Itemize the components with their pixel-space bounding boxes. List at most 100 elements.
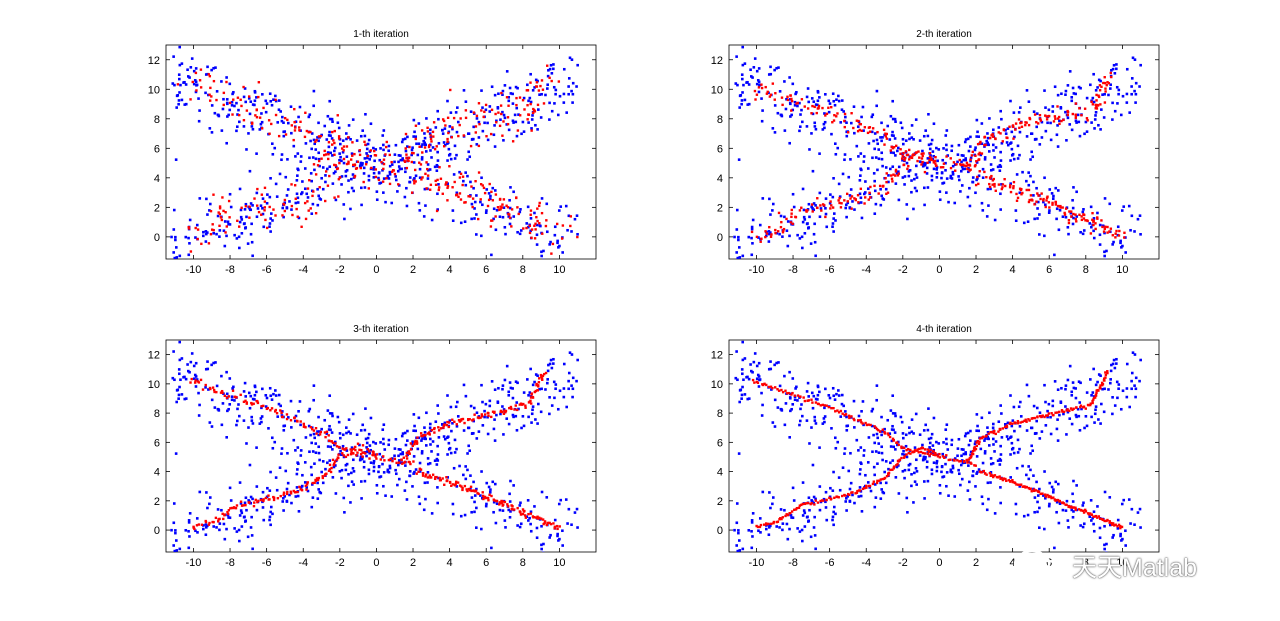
curve-point (342, 145, 346, 148)
data-point (382, 129, 386, 132)
data-point (266, 486, 269, 490)
curve-point (1080, 218, 1084, 222)
data-point (437, 117, 440, 121)
data-point (1077, 120, 1081, 124)
data-point (349, 432, 352, 435)
data-point (429, 149, 432, 152)
curve-point (402, 456, 406, 459)
data-point (556, 241, 559, 245)
data-point (786, 537, 790, 541)
curve-point (1117, 234, 1121, 237)
data-point (780, 114, 784, 118)
data-point (924, 455, 927, 459)
curve-point (307, 131, 310, 134)
curve-point (535, 382, 538, 386)
data-point (226, 102, 229, 106)
data-point (262, 225, 266, 229)
curve-point (1027, 200, 1031, 204)
curve-point (536, 388, 539, 392)
data-point (481, 106, 484, 109)
data-point (228, 486, 232, 490)
data-point (416, 447, 420, 451)
curve-point (483, 191, 487, 195)
data-point (361, 423, 365, 427)
data-point (556, 407, 560, 411)
curve-point (420, 129, 424, 132)
curve-point (915, 151, 918, 154)
curve-point (817, 104, 821, 108)
data-point (870, 130, 874, 134)
data-point (1032, 110, 1036, 114)
data-point (835, 392, 838, 396)
curve-point (806, 107, 810, 110)
data-point (897, 464, 900, 467)
curve-point (513, 408, 516, 411)
data-point (571, 81, 575, 85)
data-point (363, 134, 367, 138)
data-point (446, 142, 449, 145)
data-point (927, 407, 930, 410)
data-point (1009, 453, 1012, 456)
data-point (382, 148, 385, 152)
curve-point (426, 174, 430, 177)
data-point (527, 99, 530, 103)
data-point (875, 104, 878, 108)
data-point (935, 465, 939, 469)
data-point (1092, 522, 1095, 526)
subplot-title: 2-th iteration (916, 29, 972, 40)
data-point (204, 91, 207, 95)
data-point (791, 516, 795, 520)
curve-point (489, 225, 493, 228)
data-point (313, 168, 316, 172)
curve-point (966, 164, 969, 167)
x-tick-label: 6 (1046, 264, 1052, 276)
curve-point (794, 508, 798, 511)
data-point (359, 162, 363, 166)
data-point (1046, 415, 1049, 419)
x-tick-label: -2 (335, 264, 345, 276)
data-point (1066, 378, 1070, 382)
data-point (875, 138, 879, 142)
curve-point (536, 219, 539, 223)
x-tick-label: 4 (1010, 557, 1016, 569)
data-point (775, 66, 778, 70)
curve-point (1056, 117, 1060, 120)
curve-point (869, 196, 872, 199)
data-point (858, 192, 862, 196)
data-point (548, 67, 552, 71)
data-point (1122, 205, 1126, 208)
curve-point (373, 149, 376, 153)
curve-point (921, 160, 924, 164)
data-point (799, 407, 802, 411)
data-point (858, 179, 862, 182)
curve-point (235, 396, 238, 399)
data-point (435, 163, 439, 167)
curve-point (500, 499, 503, 503)
data-point (1096, 380, 1099, 384)
data-point (879, 187, 882, 191)
data-point (899, 121, 903, 125)
data-point (437, 183, 440, 186)
data-point (232, 90, 235, 94)
data-point (462, 89, 466, 92)
curve-point (871, 127, 875, 130)
curve-point (342, 454, 345, 457)
curve-point (491, 199, 495, 202)
data-point (986, 481, 990, 485)
curve-point (498, 197, 502, 201)
curve-point (864, 196, 867, 199)
curve-point (215, 98, 218, 102)
data-point (366, 156, 369, 160)
curve-point (422, 433, 426, 437)
data-point (903, 175, 907, 178)
curve-point (255, 399, 258, 403)
data-point (552, 67, 555, 71)
data-point (269, 212, 273, 215)
data-point (426, 481, 429, 484)
data-point (545, 496, 549, 499)
curve-point (272, 498, 276, 502)
data-point (945, 437, 948, 441)
data-point (888, 138, 892, 141)
curve-point (850, 207, 853, 210)
data-point (1006, 437, 1010, 441)
